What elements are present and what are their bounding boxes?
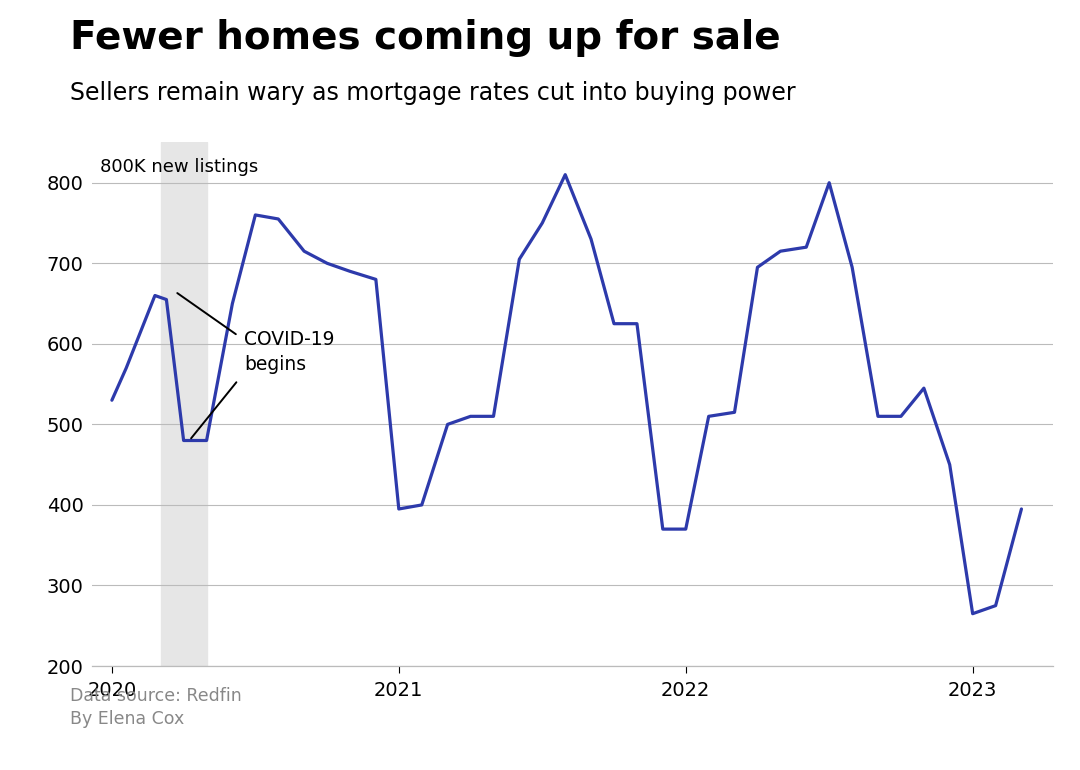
- Text: Data source: Redfin: Data source: Redfin: [70, 687, 242, 705]
- Text: By Elena Cox: By Elena Cox: [70, 710, 185, 728]
- Bar: [161, 142, 206, 666]
- Text: Sellers remain wary as mortgage rates cut into buying power: Sellers remain wary as mortgage rates cu…: [70, 81, 796, 105]
- Text: COVID-19
begins: COVID-19 begins: [244, 330, 335, 373]
- Text: 800K new listings: 800K new listings: [100, 159, 258, 176]
- Text: Fewer homes coming up for sale: Fewer homes coming up for sale: [70, 19, 781, 57]
